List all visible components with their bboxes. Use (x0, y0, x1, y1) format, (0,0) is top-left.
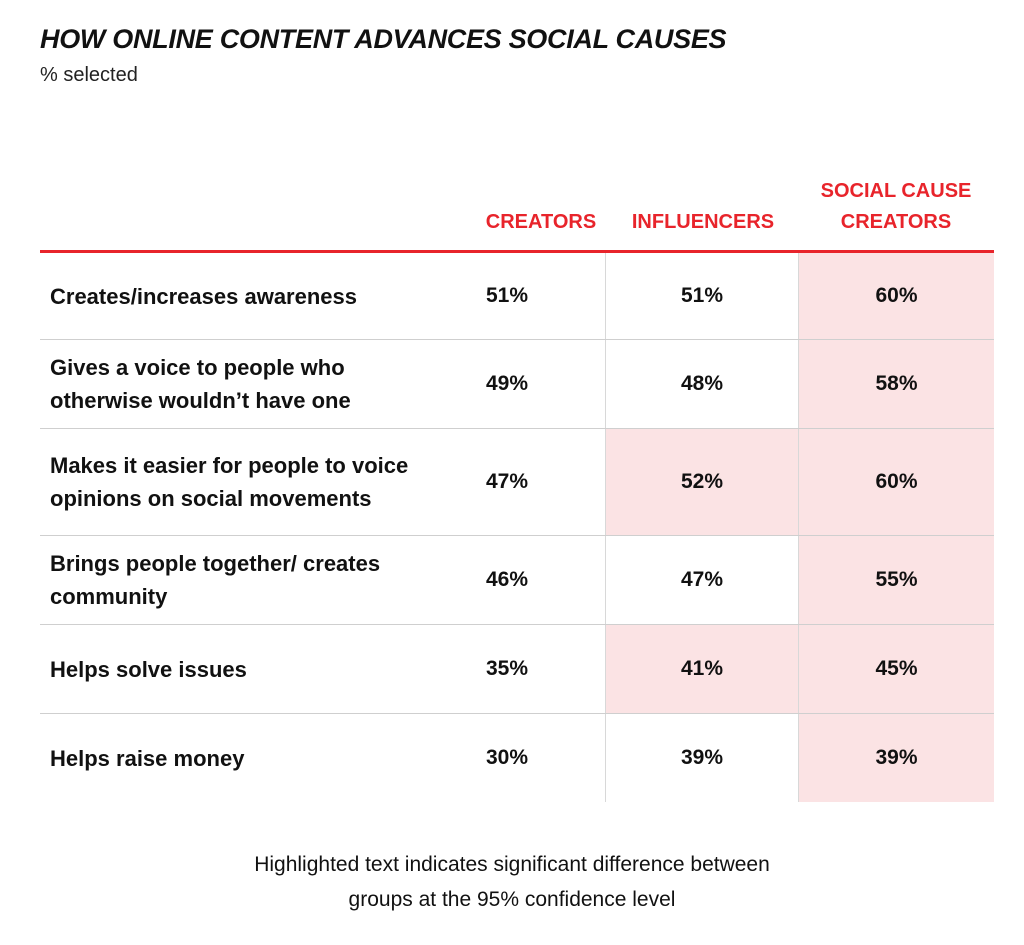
column-divider (798, 253, 799, 339)
table-row: Creates/increases awareness 51% 51% 60% (40, 253, 994, 340)
value-cell: 48% (680, 372, 724, 395)
footnote: Highlighted text indicates significant d… (254, 853, 770, 911)
value-cell-highlighted: 39% (799, 714, 994, 802)
column-divider (798, 714, 799, 802)
value-cell-highlighted: 60% (799, 429, 994, 535)
column-divider (798, 536, 799, 624)
value-cell: 35% (485, 657, 529, 680)
value-cell: 49% (485, 372, 529, 395)
column-divider (605, 625, 606, 713)
table-body: Creates/increases awareness 51% 51% 60% Give… (40, 253, 994, 802)
table-row: Helps solve issues 35% 41% 45% (40, 625, 994, 714)
value-cell: 46% (485, 568, 529, 591)
column-header-creators: CREATORS (485, 211, 597, 233)
value-cell: 47% (485, 470, 529, 493)
column-divider (605, 253, 606, 339)
row-label: Makes it easier for people to voice opin… (50, 453, 409, 511)
value-cell-highlighted: 41% (605, 625, 799, 713)
value-cell: 30% (485, 746, 529, 769)
value-cell: 47% (680, 568, 724, 591)
column-divider (605, 714, 606, 802)
value-cell-highlighted: 55% (799, 536, 994, 624)
table-row: Helps raise money 30% 39% 39% (40, 714, 994, 802)
value-cell: 39% (680, 746, 724, 769)
column-header-influencers: INFLUENCERS (631, 211, 775, 233)
column-divider (798, 429, 799, 535)
data-table: CREATORS INFLUENCERS SOCIAL CAUSE CREATO… (40, 170, 994, 802)
value-cell-highlighted: 58% (799, 340, 994, 428)
value-cell-highlighted: 60% (799, 253, 994, 339)
table-row: Gives a voice to people who otherwise wo… (40, 340, 994, 429)
column-divider (798, 625, 799, 713)
row-label: Helps raise money (50, 745, 245, 771)
table-row: Makes it easier for people to voice opin… (40, 429, 994, 536)
row-label: Creates/increases awareness (50, 283, 357, 309)
row-label: Helps solve issues (50, 656, 247, 682)
value-cell-highlighted: 52% (605, 429, 799, 535)
table-row: Brings people together/ creates communit… (40, 536, 994, 625)
chart-title: HOW ONLINE CONTENT ADVANCES SOCIAL CAUSE… (40, 24, 727, 54)
chart-subtitle: % selected (40, 64, 138, 86)
column-divider (798, 340, 799, 428)
column-divider (605, 429, 606, 535)
value-cell: 51% (680, 284, 724, 307)
row-label: Gives a voice to people who otherwise wo… (50, 355, 351, 413)
table-header-row: CREATORS INFLUENCERS SOCIAL CAUSE CREATO… (40, 170, 994, 253)
column-header-social-cause-creators: SOCIAL CAUSE CREATORS (820, 180, 972, 233)
row-label: Brings people together/ creates communit… (50, 551, 381, 609)
column-divider (605, 536, 606, 624)
value-cell: 51% (485, 284, 529, 307)
column-divider (605, 340, 606, 428)
value-cell-highlighted: 45% (799, 625, 994, 713)
